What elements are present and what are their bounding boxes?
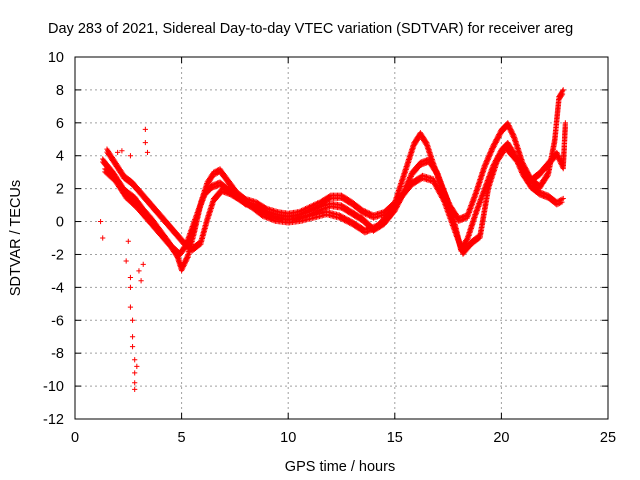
y-tick-label: 6 <box>56 116 64 132</box>
data-point <box>559 91 566 97</box>
outlier-point <box>125 238 131 244</box>
outlier-point <box>144 149 151 156</box>
outlier-point <box>97 218 104 225</box>
y-tick-label: 10 <box>48 50 64 66</box>
y-tick-label: -12 <box>43 412 64 428</box>
data-point <box>327 196 333 202</box>
data-point <box>544 173 551 179</box>
outlier-point <box>138 278 144 284</box>
x-axis-label: GPS time / hours <box>285 459 395 475</box>
outlier-point <box>129 344 136 350</box>
y-tick-label: 0 <box>56 215 64 231</box>
x-tick-label: 5 <box>178 430 186 446</box>
y-tick-label: -2 <box>51 247 64 263</box>
outlier-point <box>134 363 140 369</box>
x-tick-label: 15 <box>387 430 403 446</box>
axis-ticks <box>74 56 609 420</box>
x-tick-label: 20 <box>493 430 509 446</box>
data-point <box>560 87 566 93</box>
y-tick-label: -8 <box>51 346 64 362</box>
outlier-point <box>129 334 136 340</box>
data-point <box>562 120 568 126</box>
y-tick-label: 8 <box>56 83 64 99</box>
data-point <box>560 195 566 202</box>
tick-labels: 0 5 10 15 20 25 -12 -10 -8 -6 -4 -2 0 2 4 6 8 10 <box>43 50 616 446</box>
y-tick-label: 4 <box>56 149 64 165</box>
x-tick-label: 0 <box>71 430 79 446</box>
outlier-point <box>132 370 138 376</box>
outlier-point <box>129 317 136 323</box>
outlier-point <box>123 258 129 264</box>
outlier-point <box>142 126 148 132</box>
data-point <box>559 199 565 205</box>
outlier-point <box>132 357 138 363</box>
outlier-point <box>127 284 134 290</box>
outlier-point <box>119 148 125 154</box>
y-tick-label: -4 <box>51 280 64 296</box>
outlier-point <box>127 153 134 159</box>
outlier-point <box>132 380 138 386</box>
data-point <box>562 124 568 130</box>
outlier-point <box>136 268 142 274</box>
outlier-point <box>127 274 134 281</box>
data-points <box>97 87 568 392</box>
outlier-point <box>142 139 148 146</box>
chart-title: Day 283 of 2021, Sidereal Day-to-day VTE… <box>48 21 573 37</box>
outlier-point <box>132 386 138 392</box>
outlier-point <box>140 261 146 267</box>
outlier-point <box>115 149 121 156</box>
x-tick-label: 10 <box>280 430 296 446</box>
y-axis-label: SDTVAR / TECUs <box>8 180 24 296</box>
outlier-point <box>100 235 106 241</box>
y-tick-label: -6 <box>51 313 64 329</box>
data-point <box>559 92 565 98</box>
plot-frame <box>74 56 609 420</box>
x-tick-label: 25 <box>600 430 616 446</box>
y-tick-label: -10 <box>43 379 64 395</box>
outlier-point <box>127 304 134 310</box>
y-tick-label: 2 <box>56 182 64 198</box>
